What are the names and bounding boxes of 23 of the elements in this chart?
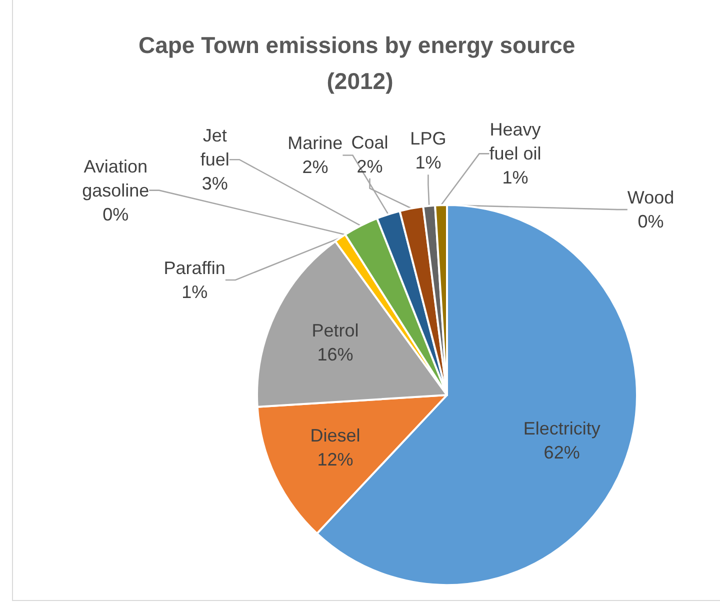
data-label: 2% bbox=[302, 157, 328, 178]
category-label: Aviation gasoline bbox=[82, 156, 150, 200]
data-label: 12% bbox=[317, 450, 354, 470]
slice-label: Jet fuel bbox=[200, 126, 230, 170]
slice-label: Petrol bbox=[312, 320, 359, 340]
data-label: 1% bbox=[182, 282, 208, 302]
text: 0% bbox=[102, 204, 129, 224]
slice-label: Diesel bbox=[310, 426, 360, 446]
category-label: Wood bbox=[627, 188, 674, 208]
slice-label: Coal bbox=[351, 132, 388, 152]
slice-label: Electricity bbox=[523, 418, 600, 438]
data-label: 1% bbox=[502, 168, 528, 188]
chart-title: Cape Town emissions by energy source (2012) bbox=[138, 32, 582, 94]
slice-label: Paraffin bbox=[164, 258, 226, 278]
slice-label: LPG bbox=[410, 128, 446, 149]
data-label: 62% bbox=[544, 442, 580, 462]
slice-label: Heavy fuel oil bbox=[489, 120, 542, 164]
data-label: 1% bbox=[415, 152, 442, 173]
data-label: 3% bbox=[202, 174, 228, 194]
data-label: 16% bbox=[317, 344, 354, 364]
data-label: 2% bbox=[356, 156, 383, 176]
text: 0% bbox=[638, 212, 664, 232]
slice-label: Marine bbox=[288, 133, 343, 154]
